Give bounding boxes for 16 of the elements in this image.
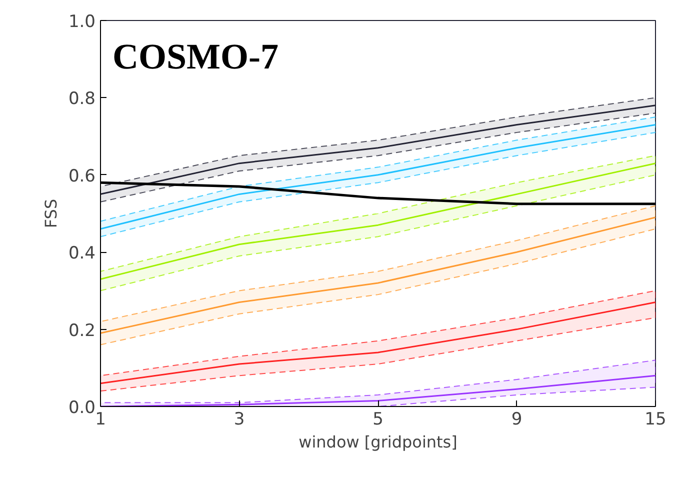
y-tick-label: 1.0	[68, 12, 96, 32]
y-tick-label: 0.4	[68, 244, 96, 264]
y-tick-label: 0.8	[68, 89, 96, 110]
x-tick-label: 3	[234, 410, 245, 430]
y-tick-label: 0.0	[68, 398, 96, 418]
y-axis-title: FSS	[41, 198, 60, 228]
annotation: COSMO-7	[112, 36, 278, 76]
x-tick-label: 5	[372, 410, 384, 430]
y-tick-label: 0.6	[68, 166, 96, 186]
x-tick-label: 1	[95, 410, 106, 430]
x-axis-title: window [gridpoints]	[298, 432, 458, 452]
line-series	[100, 216, 656, 334]
line-series	[100, 302, 656, 384]
y-tick-label: 0.2	[68, 320, 96, 341]
x-tick-label: 15	[644, 410, 666, 430]
x-tick-label: 9	[511, 410, 522, 430]
